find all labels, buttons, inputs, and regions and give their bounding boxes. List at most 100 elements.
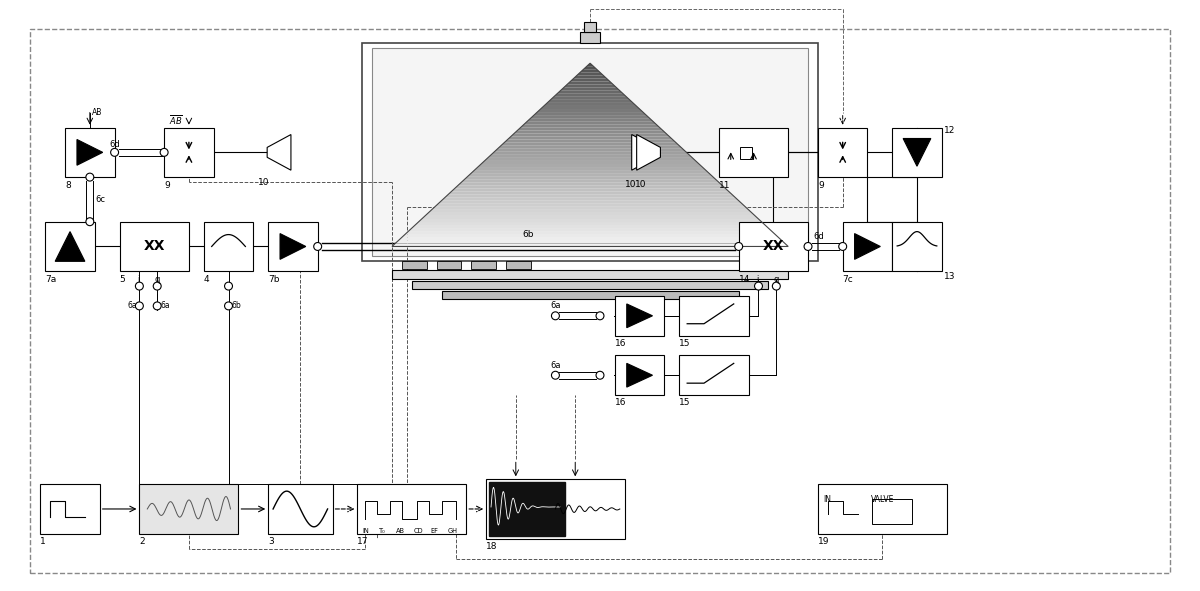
Bar [679, 296, 749, 336]
Bar [739, 222, 808, 271]
Polygon shape [415, 222, 766, 225]
Bar [402, 261, 427, 269]
Polygon shape [577, 72, 604, 76]
Text: 6d: 6d [109, 140, 120, 149]
Text: 5: 5 [120, 275, 125, 284]
Polygon shape [583, 66, 596, 69]
Polygon shape [451, 189, 728, 191]
Text: 10: 10 [258, 177, 270, 187]
Text: 9: 9 [164, 180, 170, 190]
Text: i: i [137, 275, 139, 284]
Circle shape [224, 302, 233, 310]
Polygon shape [557, 90, 623, 94]
Text: IN: IN [362, 528, 370, 534]
Text: 6a: 6a [160, 301, 169, 310]
Text: 12: 12 [943, 126, 955, 135]
Polygon shape [280, 233, 306, 259]
Polygon shape [494, 149, 686, 152]
Text: 16: 16 [614, 398, 626, 407]
Bar [614, 355, 665, 395]
Bar [41, 484, 100, 534]
Polygon shape [587, 63, 593, 66]
Circle shape [313, 242, 322, 251]
Polygon shape [438, 201, 742, 204]
Polygon shape [521, 124, 660, 127]
Circle shape [755, 282, 762, 290]
Polygon shape [432, 207, 749, 210]
Text: AB: AB [92, 108, 102, 117]
Bar [164, 128, 214, 177]
Polygon shape [398, 238, 781, 241]
Text: 6c: 6c [96, 195, 106, 204]
Text: AB: AB [396, 528, 406, 534]
Circle shape [110, 148, 119, 157]
Bar [739, 147, 751, 160]
Text: i: i [756, 275, 758, 284]
Text: EF: EF [431, 528, 438, 534]
Polygon shape [419, 219, 762, 222]
Polygon shape [421, 216, 758, 219]
Polygon shape [406, 231, 775, 234]
Bar [818, 128, 868, 177]
Polygon shape [540, 106, 640, 109]
Polygon shape [402, 234, 779, 238]
Polygon shape [408, 228, 772, 231]
Text: 6a: 6a [551, 301, 560, 310]
Text: 10: 10 [635, 180, 646, 189]
Text: 7a: 7a [46, 275, 56, 284]
Bar [362, 43, 818, 261]
Polygon shape [481, 161, 700, 164]
Text: XX: XX [763, 239, 784, 254]
Text: 6b: 6b [232, 301, 241, 310]
Polygon shape [468, 173, 713, 176]
Polygon shape [425, 213, 755, 216]
Text: 6a: 6a [551, 361, 560, 370]
Circle shape [839, 242, 847, 251]
Polygon shape [428, 210, 752, 213]
Polygon shape [77, 139, 103, 165]
Text: 11: 11 [719, 180, 731, 190]
Polygon shape [538, 109, 643, 112]
Polygon shape [268, 135, 290, 170]
Polygon shape [464, 176, 715, 179]
Polygon shape [458, 183, 722, 186]
Text: 2: 2 [139, 537, 145, 546]
Polygon shape [517, 127, 662, 131]
Polygon shape [566, 82, 613, 85]
Polygon shape [442, 197, 739, 201]
Polygon shape [580, 69, 600, 72]
Polygon shape [511, 134, 670, 137]
Circle shape [773, 282, 780, 290]
Bar [580, 31, 600, 43]
Circle shape [154, 282, 161, 290]
Bar [486, 479, 625, 538]
Text: VALVE: VALVE [871, 495, 894, 504]
Text: T₀: T₀ [379, 528, 386, 534]
Bar [719, 128, 788, 177]
Bar [392, 270, 788, 279]
Polygon shape [395, 241, 785, 243]
Circle shape [552, 312, 559, 320]
Bar [437, 261, 461, 269]
Polygon shape [544, 103, 636, 106]
Polygon shape [485, 158, 696, 161]
Polygon shape [490, 482, 565, 535]
Bar [614, 296, 665, 336]
Bar [472, 261, 496, 269]
Text: 15: 15 [679, 398, 691, 407]
Polygon shape [461, 179, 719, 183]
Circle shape [154, 302, 161, 310]
Polygon shape [904, 138, 931, 166]
Circle shape [734, 242, 743, 251]
Bar [372, 48, 808, 256]
Text: 3: 3 [268, 537, 274, 546]
Text: 4: 4 [204, 275, 209, 284]
Polygon shape [445, 194, 736, 197]
Bar [268, 222, 318, 271]
Text: 7b: 7b [268, 275, 280, 284]
Polygon shape [434, 204, 745, 207]
Polygon shape [500, 142, 679, 145]
Polygon shape [508, 137, 673, 139]
Bar [818, 484, 947, 534]
Polygon shape [498, 145, 683, 149]
